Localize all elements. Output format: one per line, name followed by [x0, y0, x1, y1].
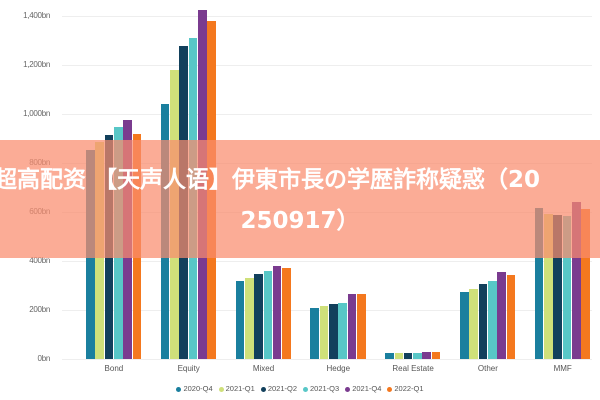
legend-dot-icon [176, 386, 182, 392]
legend-dot-icon [218, 386, 224, 392]
bar-mmf-2021-q2[interactable] [553, 214, 563, 359]
y-tick-label: 400bn [29, 256, 50, 265]
bar-mixed-2021-q1[interactable] [244, 277, 254, 359]
x-tick-label: MMF [553, 364, 572, 373]
bar-mixed-2021-q2[interactable] [254, 274, 263, 359]
legend-item[interactable]: 2021-Q2 [260, 384, 297, 393]
x-tick-label: Real Estate [392, 364, 434, 373]
legend-label: 2021-Q2 [267, 384, 297, 393]
x-tick-label: Bond [104, 364, 124, 373]
bar-other-2021-q2[interactable] [478, 284, 488, 359]
bar-hedge-2021-q2[interactable] [329, 304, 338, 359]
bar-other-2022-q1[interactable] [506, 274, 516, 359]
headline-text: 超高配资 【天声人语】伊東市長の学歴詐称疑惑（20 250917） [0, 140, 600, 258]
legend-label: 2021-Q1 [225, 384, 255, 393]
bar-hedge-2021-q4[interactable] [347, 294, 357, 359]
bar-real-estate-2020-q4[interactable] [385, 353, 394, 359]
gridline [62, 114, 592, 115]
bar-mixed-2021-q4[interactable] [272, 265, 282, 359]
x-tick-label: Mixed [252, 364, 275, 373]
bar-real-estate-2021-q4[interactable] [422, 352, 432, 359]
legend-label: 2020-Q4 [183, 384, 213, 393]
bar-mmf-2021-q4[interactable] [572, 201, 581, 359]
bar-hedge-2020-q4[interactable] [310, 308, 320, 359]
chart-legend: 2020-Q4 2021-Q1 2021-Q2 2021-Q3 2021-Q4 2022-… [0, 384, 600, 393]
bar-mmf-2021-q1[interactable] [544, 213, 553, 359]
bar-real-estate-2021-q2[interactable] [403, 352, 413, 359]
x-tick-label: Hedge [326, 364, 351, 373]
gridline [62, 65, 592, 66]
bar-hedge-2022-q1[interactable] [356, 294, 366, 359]
bar-real-estate-2021-q3[interactable] [413, 352, 422, 359]
x-tick-label: Equity [177, 364, 200, 373]
bar-mmf-2020-q4[interactable] [534, 208, 544, 359]
legend-item[interactable]: 2021-Q4 [345, 384, 381, 393]
gridline [62, 16, 592, 17]
bar-mmf-2022-q1[interactable] [581, 209, 590, 359]
gridline [62, 261, 592, 262]
bar-real-estate-2022-q1[interactable] [431, 352, 441, 359]
bar-real-estate-2021-q1[interactable] [394, 352, 404, 359]
headline-line-2: 250917） [240, 208, 360, 234]
bar-mmf-2021-q3[interactable] [562, 215, 572, 359]
bar-hedge-2021-q1[interactable] [319, 306, 329, 359]
headline-banner[interactable]: 超高配资 【天声人语】伊東市長の学歴詐称疑惑（20 250917） [0, 140, 600, 258]
bar-other-2020-q4[interactable] [460, 292, 469, 359]
y-tick-label: 1,200bn [23, 60, 50, 69]
legend-item[interactable]: 2022-Q1 [387, 384, 424, 393]
legend-item[interactable]: 2020-Q4 [176, 384, 213, 393]
legend-item[interactable]: 2021-Q1 [218, 384, 255, 393]
headline-line-1: 超高配资 【天声人语】伊東市長の学歴詐称疑惑（20 [0, 167, 541, 193]
bar-other-2021-q1[interactable] [469, 288, 478, 359]
y-tick-label: 200bn [29, 305, 50, 314]
bar-mixed-2020-q4[interactable] [235, 281, 245, 359]
bar-mixed-2021-q3[interactable] [263, 271, 273, 359]
legend-item[interactable]: 2021-Q3 [303, 384, 339, 393]
legend-dot-icon [387, 386, 393, 392]
bar-mixed-2022-q1[interactable] [282, 267, 291, 359]
legend-dot-icon [303, 386, 308, 392]
bar-other-2021-q4[interactable] [497, 272, 506, 359]
y-tick-label: 1,000bn [23, 109, 50, 118]
legend-dot-icon [345, 386, 351, 392]
legend-label: 2022-Q1 [394, 384, 424, 393]
bar-other-2021-q3[interactable] [487, 281, 497, 359]
legend-dot-icon [260, 386, 266, 392]
gridline [62, 359, 592, 360]
legend-label: 2021-Q4 [352, 384, 382, 393]
x-tick-label: Other [477, 364, 498, 373]
y-tick-label: 0bn [37, 354, 51, 363]
legend-label: 2021-Q3 [310, 384, 340, 393]
bar-hedge-2021-q3[interactable] [338, 302, 347, 359]
y-tick-label: 1,400bn [23, 11, 50, 20]
